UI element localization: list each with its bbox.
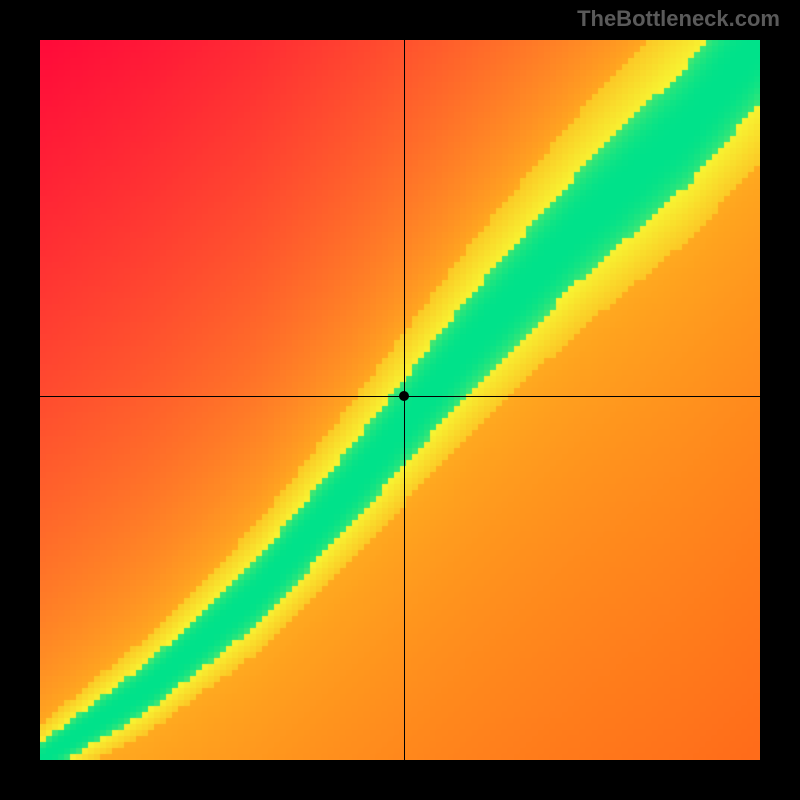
- marker-dot: [399, 391, 409, 401]
- watermark-text: TheBottleneck.com: [577, 6, 780, 32]
- chart-frame: TheBottleneck.com: [0, 0, 800, 800]
- heatmap-plot: [40, 40, 760, 760]
